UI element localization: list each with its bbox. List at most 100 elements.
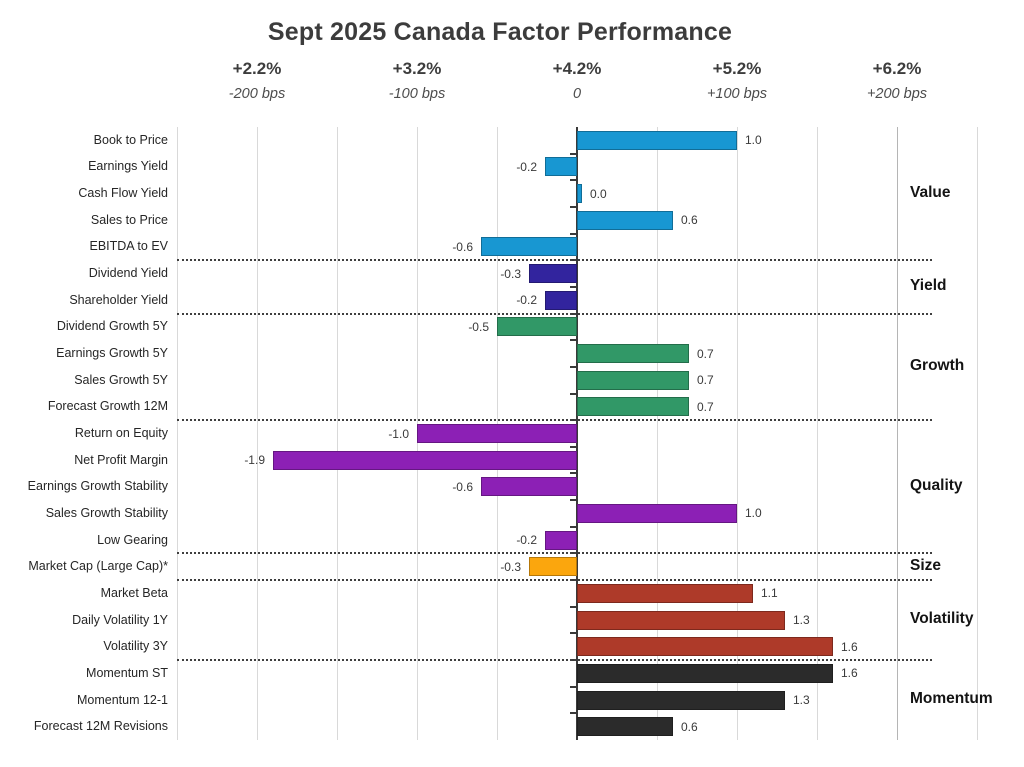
factor-bar <box>529 557 577 577</box>
factor-bar <box>273 450 577 470</box>
factor-bar <box>577 583 753 603</box>
factor-bar <box>577 397 689 417</box>
vertical-gridline <box>657 127 658 740</box>
bar-value-label: 0.7 <box>697 399 714 414</box>
zero-axis-tick <box>570 499 576 502</box>
factor-label: Sales Growth 5Y <box>74 372 168 387</box>
bar-value-label: -0.6 <box>452 479 473 494</box>
zero-axis-tick <box>570 365 576 368</box>
factor-label: Book to Price <box>93 132 168 147</box>
factor-bar <box>577 690 785 710</box>
factor-bar <box>545 157 577 177</box>
group-separator <box>177 259 932 262</box>
bar-value-label: 1.3 <box>793 613 810 628</box>
bar-value-label: -0.6 <box>452 239 473 254</box>
zero-axis-tick <box>570 525 576 528</box>
category-label: Yield <box>910 276 947 294</box>
factor-label: Daily Volatility 1Y <box>72 612 168 627</box>
bar-value-label: 1.3 <box>793 693 810 708</box>
group-separator <box>177 419 932 422</box>
bar-value-label: 1.1 <box>761 586 778 601</box>
group-separator <box>177 659 932 662</box>
bar-value-label: 0.7 <box>697 346 714 361</box>
factor-label: EBITDA to EV <box>89 239 168 254</box>
vertical-gridline <box>337 127 338 740</box>
axis-tick-pct-label: +3.2% <box>392 59 442 78</box>
bar-value-label: -0.2 <box>516 159 537 174</box>
factor-bar <box>577 210 673 230</box>
zero-axis-tick <box>570 632 576 635</box>
zero-axis-tick <box>570 179 576 182</box>
axis-tick-pct-label: +6.2% <box>872 59 922 78</box>
group-separator <box>177 579 932 582</box>
vertical-gridline <box>817 127 818 740</box>
category-label: Size <box>910 556 942 574</box>
factor-bar <box>577 717 673 737</box>
category-label: Growth <box>910 356 965 374</box>
factor-bar <box>577 370 689 390</box>
bar-value-label: 1.6 <box>841 639 858 654</box>
factor-bar <box>577 503 737 523</box>
factor-label: Low Gearing <box>97 532 168 547</box>
zero-axis-tick <box>570 205 576 208</box>
factor-bar <box>417 424 577 443</box>
factor-bar <box>481 477 577 497</box>
factor-label: Net Profit Margin <box>74 452 168 467</box>
factor-label: Market Cap (Large Cap)* <box>28 559 168 574</box>
factor-label: Earnings Yield <box>88 159 168 174</box>
zero-axis-tick <box>570 712 576 715</box>
factor-label: Momentum 12-1 <box>76 692 168 707</box>
factor-bar <box>577 184 582 204</box>
bar-value-label: -0.5 <box>468 319 489 334</box>
bar-value-label: -0.3 <box>500 559 521 574</box>
zero-axis-tick <box>570 285 576 288</box>
zero-axis-tick <box>570 152 576 155</box>
axis-tick-bps-label: -200 bps <box>228 86 286 102</box>
factor-bar <box>577 344 689 364</box>
bar-value-label: -0.3 <box>500 266 521 281</box>
axis-tick-bps-label: -100 bps <box>388 86 446 102</box>
factor-bar <box>577 610 785 630</box>
axis-tick-bps-label: 0 <box>572 86 582 102</box>
zero-axis-tick <box>570 232 576 235</box>
vertical-gridline <box>737 127 738 740</box>
bar-value-label: 1.6 <box>841 666 858 681</box>
zero-axis-tick <box>570 605 576 608</box>
factor-label: Forecast 12M Revisions <box>33 719 168 734</box>
axis-tick-pct-label: +4.2% <box>552 59 602 78</box>
factor-bar <box>545 530 577 550</box>
factor-label: Earnings Growth Stability <box>27 479 168 494</box>
factor-label: Shareholder Yield <box>69 292 168 307</box>
factor-bar <box>529 264 577 284</box>
bar-value-label: 0.7 <box>697 373 714 388</box>
factor-bar <box>577 637 833 657</box>
factor-label: Dividend Yield <box>88 266 168 281</box>
vertical-gridline <box>977 127 978 740</box>
factor-bar <box>577 130 737 150</box>
category-label: Volatility <box>910 610 974 628</box>
category-label: Quality <box>910 476 963 494</box>
axis-tick-pct-label: +5.2% <box>712 59 762 78</box>
bar-value-label: 1.0 <box>745 506 762 521</box>
chart-title: Sept 2025 Canada Factor Performance <box>267 18 733 46</box>
factor-label: Return on Equity <box>74 426 168 440</box>
factor-label: Cash Flow Yield <box>78 186 168 201</box>
factor-bar <box>545 290 577 310</box>
factor-label: Sales to Price <box>90 212 168 227</box>
category-divider-line <box>897 127 898 740</box>
factor-label: Momentum ST <box>86 665 168 680</box>
bar-value-label: -0.2 <box>516 293 537 308</box>
bar-value-label: -1.9 <box>244 453 265 468</box>
factor-label: Dividend Growth 5Y <box>56 319 168 334</box>
axis-tick-bps-label: +100 bps <box>706 86 768 102</box>
bar-value-label: 0.0 <box>590 186 607 201</box>
axis-tick-pct-label: +2.2% <box>232 59 282 78</box>
vertical-gridline <box>177 127 178 740</box>
factor-label: Market Beta <box>100 585 168 600</box>
category-label: Value <box>910 183 951 201</box>
group-separator <box>177 552 932 555</box>
vertical-gridline <box>257 127 258 740</box>
group-separator <box>177 312 932 315</box>
bar-value-label: -0.2 <box>516 533 537 548</box>
